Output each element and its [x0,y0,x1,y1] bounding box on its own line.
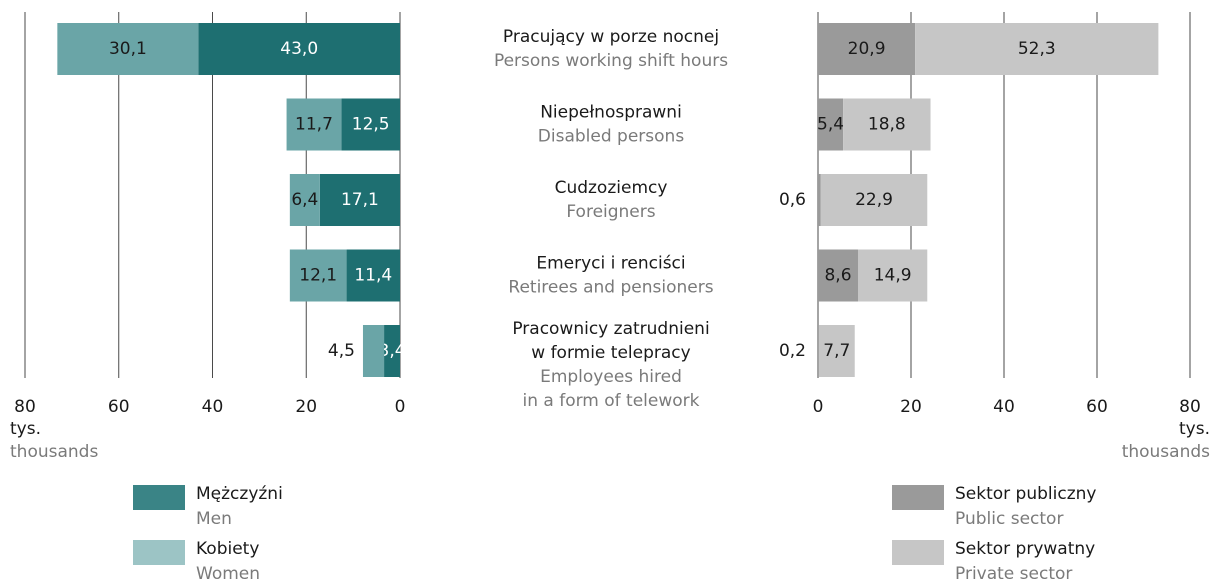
x-tick-label: 0 [395,397,406,417]
value-label: 18,8 [868,115,906,135]
bar [818,174,821,226]
legend-label-en: Men [196,509,232,529]
value-label: 3,4 [379,341,406,361]
x-tick-label: 40 [202,397,224,417]
category-label-en: Persons working shift hours [494,51,728,71]
x-tick-label: 40 [993,397,1015,417]
bar [341,98,400,151]
bar [915,23,1159,75]
legend-swatch [892,540,944,565]
value-label: 4,5 [328,341,355,361]
value-label: 7,7 [823,341,850,361]
category-label-en: Foreigners [566,202,655,222]
legend-label-en: Private sector [955,564,1072,584]
value-label: 11,4 [354,266,392,286]
axis-label: tys. [1179,419,1210,439]
value-label: 0,6 [779,190,806,210]
axis-label-en: thousands [1122,442,1210,462]
bar [286,98,342,151]
x-tick-label: 20 [900,397,922,417]
bar [820,174,928,226]
bar [818,23,916,75]
axis-label: tys. [10,419,41,439]
x-tick-label: 60 [108,397,130,417]
value-label: 43,0 [280,39,318,59]
value-label: 12,1 [299,266,337,286]
value-label: 22,9 [855,190,893,210]
legend-swatch [133,540,185,565]
value-label: 6,4 [291,190,318,210]
legend-swatch [892,485,944,510]
bar [818,98,844,151]
value-label: 52,3 [1018,39,1056,59]
value-label: 20,9 [848,39,886,59]
value-label: 12,5 [352,115,390,135]
bar [319,174,400,226]
x-tick-label: 60 [1086,397,1108,417]
value-label: 30,1 [109,39,147,59]
axis-label-en: thousands [10,442,98,462]
value-label: 11,7 [295,115,333,135]
bar [818,249,858,302]
bar [57,23,199,75]
bar [289,174,320,226]
bar [818,325,819,377]
category-label-en: in a form of telework [523,391,700,411]
value-label: 5,4 [817,115,844,135]
bar [346,249,400,302]
x-tick-label: 80 [1179,397,1201,417]
x-tick-label: 20 [295,397,317,417]
bar [198,23,400,75]
bar [384,325,400,377]
category-label: w formie telepracy [531,343,690,363]
legend-swatch [133,485,185,510]
legend-label: Kobiety [196,539,259,559]
value-label: 8,6 [824,266,851,286]
bar [843,98,931,151]
bar [289,249,347,302]
value-label: 0,2 [779,341,806,361]
category-label: Pracujący w porze nocnej [503,27,719,47]
bar [362,325,385,377]
category-label: Niepełnosprawni [540,103,682,123]
category-label: Cudzoziemcy [555,178,668,198]
legend-label: Mężczyźni [196,484,283,504]
category-label: Emeryci i renciści [536,254,685,274]
legend-label: Sektor prywatny [955,539,1095,559]
legend-label: Sektor publiczny [955,484,1096,504]
value-label: 17,1 [341,190,379,210]
legend-label-en: Public sector [955,509,1063,529]
bar [857,249,928,302]
category-label-en: Retirees and pensioners [508,278,713,298]
category-label-en: Disabled persons [538,127,685,147]
category-label-en: Employees hired [540,367,682,387]
value-label: 14,9 [874,266,912,286]
x-tick-label: 80 [14,397,36,417]
x-tick-label: 0 [813,397,824,417]
bar [818,325,855,377]
category-label: Pracownicy zatrudnieni [512,319,709,339]
legend-label-en: Women [196,564,260,584]
